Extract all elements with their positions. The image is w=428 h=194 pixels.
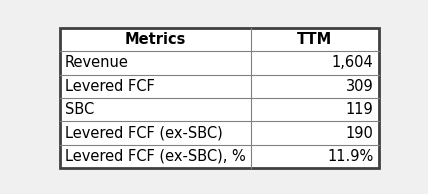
- Text: 309: 309: [346, 79, 374, 94]
- Bar: [60, 98, 378, 121]
- Bar: [60, 51, 378, 74]
- Text: TTM: TTM: [297, 32, 333, 47]
- Text: Metrics: Metrics: [125, 32, 186, 47]
- Bar: [60, 121, 378, 145]
- Bar: [60, 145, 378, 168]
- Text: Revenue: Revenue: [65, 55, 129, 70]
- Text: 190: 190: [346, 126, 374, 141]
- Bar: [60, 74, 378, 98]
- Text: 11.9%: 11.9%: [327, 149, 374, 164]
- Text: 1,604: 1,604: [332, 55, 374, 70]
- Bar: [60, 28, 378, 51]
- Text: SBC: SBC: [65, 102, 94, 117]
- Text: Levered FCF (ex-SBC), %: Levered FCF (ex-SBC), %: [65, 149, 246, 164]
- Text: Levered FCF: Levered FCF: [65, 79, 155, 94]
- Text: Levered FCF (ex-SBC): Levered FCF (ex-SBC): [65, 126, 223, 141]
- Text: 119: 119: [346, 102, 374, 117]
